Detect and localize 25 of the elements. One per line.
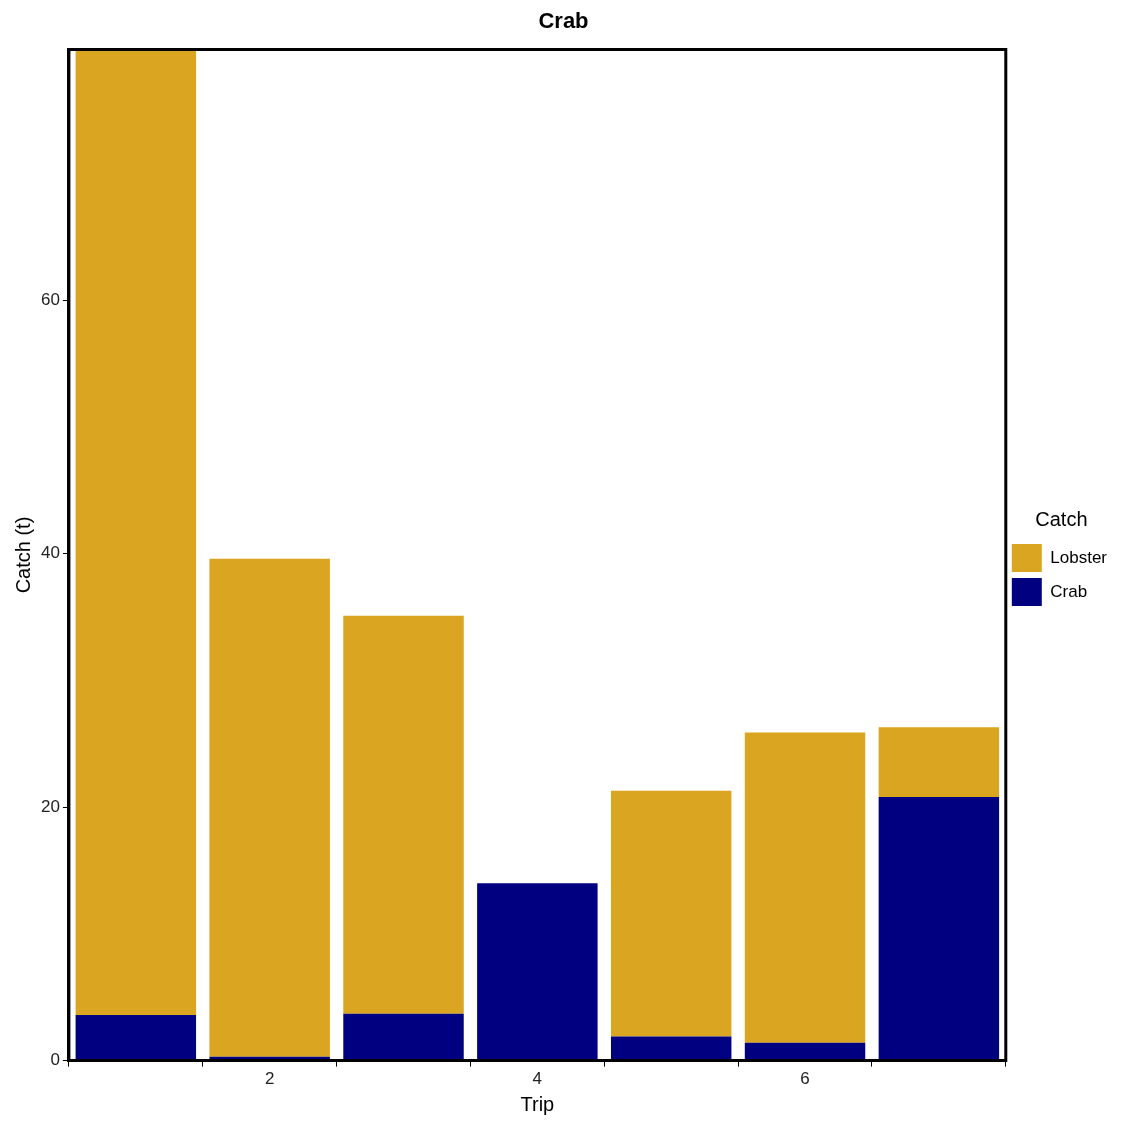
x-tick-label: 2 (264, 1069, 275, 1089)
bar (343, 1013, 464, 1061)
bar (75, 1014, 197, 1061)
legend-title: Catch (1035, 507, 1088, 530)
y-tick-label: 40 (40, 543, 60, 563)
bar (477, 883, 598, 1061)
y-tick-label: 20 (40, 796, 60, 816)
bar (610, 1036, 732, 1061)
y-tick-label: 0 (50, 1050, 60, 1070)
bar (878, 797, 1000, 1061)
y-tick-label: 60 (40, 289, 60, 309)
legend-label: Crab (1050, 581, 1088, 601)
legend-label: Lobster (1050, 547, 1108, 567)
bar (610, 790, 732, 1037)
bar (744, 1042, 866, 1061)
x-axis-title: Trip (520, 1092, 555, 1115)
bar (878, 727, 1000, 798)
y-axis-title: Catch (t) (11, 516, 34, 594)
bar (744, 732, 866, 1043)
bar (75, 49, 197, 1015)
x-tick-label: 6 (800, 1069, 810, 1089)
bar (343, 615, 464, 1014)
bar (209, 558, 330, 1057)
chart-title: Crab (538, 8, 589, 34)
x-tick-label: 4 (532, 1069, 543, 1089)
